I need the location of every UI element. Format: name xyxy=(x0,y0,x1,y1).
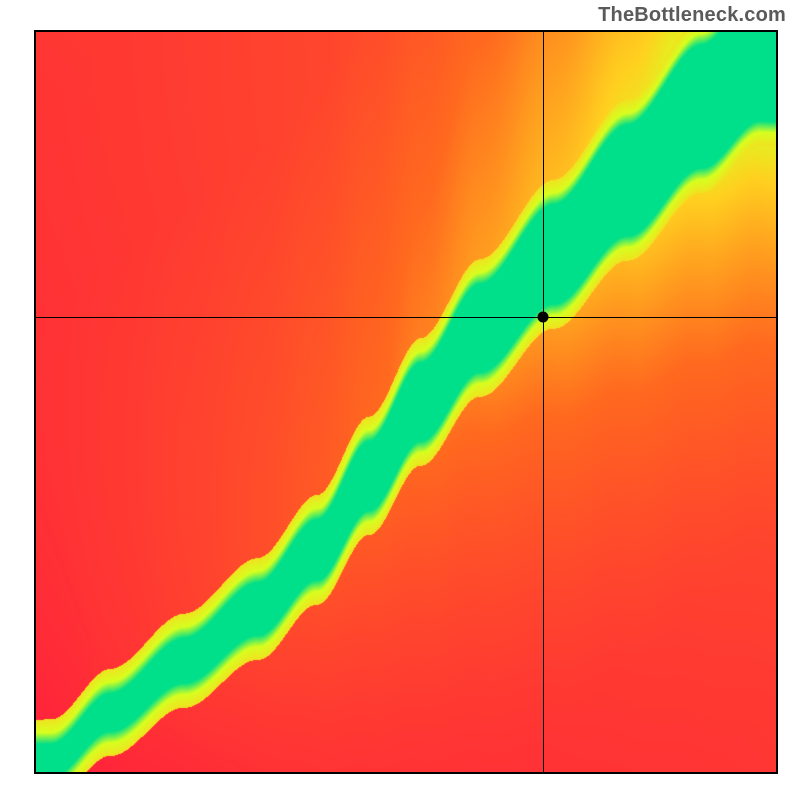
heatmap-canvas xyxy=(36,32,776,772)
watermark-text: TheBottleneck.com xyxy=(598,4,786,27)
heatmap-plot xyxy=(34,30,778,774)
crosshair-vertical xyxy=(543,32,545,772)
crosshair-horizontal xyxy=(36,317,776,319)
crosshair-marker xyxy=(537,311,548,322)
